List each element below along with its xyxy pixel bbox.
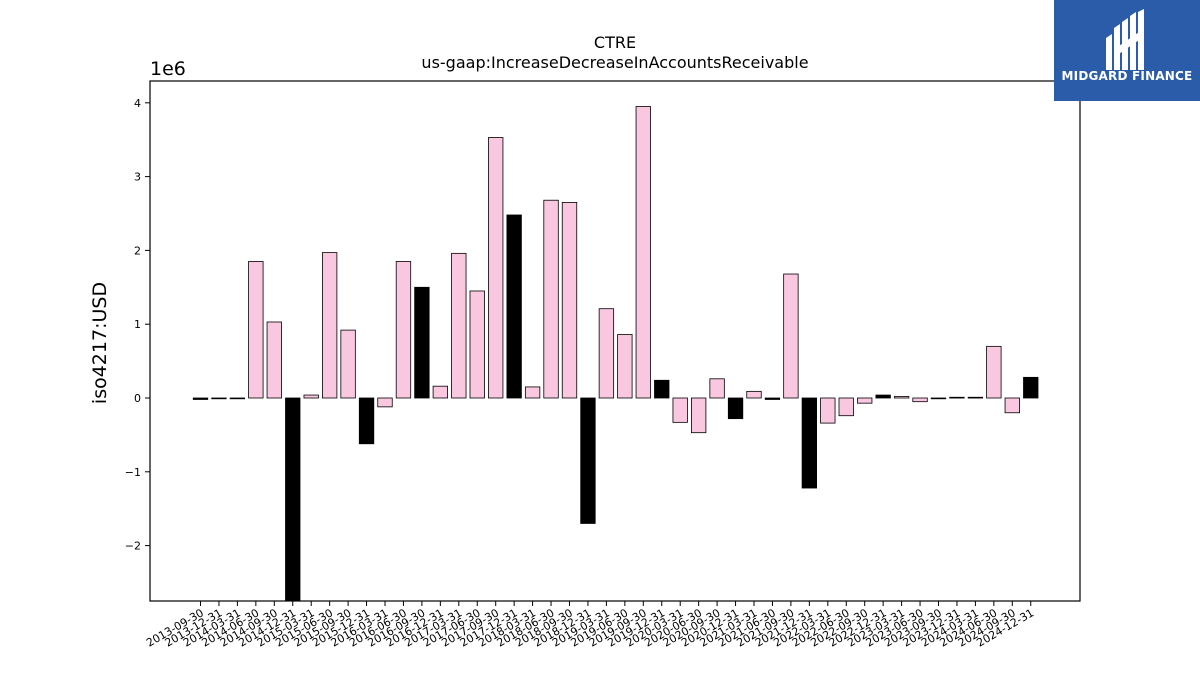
bar-2020-06-30 xyxy=(691,397,707,434)
bars-group xyxy=(192,106,1039,602)
y-tick-label: 4 xyxy=(134,97,141,110)
bar-2020-09-30 xyxy=(709,378,725,399)
bar-2022-12-31 xyxy=(875,394,891,399)
y-multiplier-label: 1e6 xyxy=(150,58,186,80)
brand-name: MIDGARD FINANCE xyxy=(1061,69,1193,83)
bar-2014-03-31 xyxy=(229,397,246,400)
bar-2016-12-31 xyxy=(432,385,449,399)
bar-2019-12-31 xyxy=(654,379,670,399)
bar-2022-03-31 xyxy=(820,397,836,424)
bar-2021-06-30 xyxy=(764,397,781,400)
y-tick-label: 2 xyxy=(134,244,141,257)
midgard-m-icon xyxy=(1106,9,1144,70)
bar-2024-09-30 xyxy=(1004,397,1020,414)
bar-2024-03-31 xyxy=(967,396,984,399)
bar-2015-09-30 xyxy=(340,329,356,399)
bar-2016-03-31 xyxy=(377,397,393,408)
bar-2021-12-31 xyxy=(801,397,817,489)
bar-2016-09-30 xyxy=(414,286,430,399)
bar-2023-06-30 xyxy=(912,397,928,403)
bar-2017-03-31 xyxy=(451,252,467,399)
bar-2024-12-31 xyxy=(1023,376,1039,399)
chart-subtitle: us-gaap:IncreaseDecreaseInAccountsReceiv… xyxy=(421,53,808,72)
bar-2019-03-31 xyxy=(598,308,615,399)
bar-2023-09-30 xyxy=(930,397,947,400)
bar-2024-06-30 xyxy=(986,345,1002,399)
y-axis-label: iso4217:USD xyxy=(89,282,111,404)
bar-2023-12-31 xyxy=(949,396,965,399)
bar-2022-09-30 xyxy=(857,397,873,404)
bar-2015-06-30 xyxy=(321,252,338,399)
bar-2021-09-30 xyxy=(783,273,799,399)
bar-2015-12-31 xyxy=(358,397,375,445)
plot-frame xyxy=(149,80,1081,602)
bar-2019-09-30 xyxy=(635,106,651,399)
chart-title: CTRE xyxy=(594,33,636,52)
bar-2014-06-30 xyxy=(248,261,264,399)
bar-2018-12-31 xyxy=(580,397,596,524)
bar-2015-03-31 xyxy=(303,394,319,399)
bar-2017-09-30 xyxy=(488,137,504,399)
bar-2018-06-30 xyxy=(543,199,559,399)
y-tick-label: −2 xyxy=(125,540,141,553)
bar-2017-06-30 xyxy=(469,290,485,399)
bar-2013-09-30 xyxy=(192,397,209,400)
bar-2019-06-30 xyxy=(617,334,633,399)
bar-2017-12-31 xyxy=(506,214,522,399)
bar-2018-09-30 xyxy=(561,202,578,399)
bar-2014-09-30 xyxy=(266,321,282,399)
y-tick-label: 1 xyxy=(134,318,141,331)
brand-logo: MIDGARD FINANCE xyxy=(1054,0,1200,101)
bar-2013-12-31 xyxy=(211,397,227,400)
x-ticks-group: 2013-09-302013-12-312014-03-312014-06-30… xyxy=(144,601,1036,650)
bar-2014-12-31 xyxy=(285,397,301,602)
bar-2023-03-31 xyxy=(893,396,910,399)
y-tick-label: −1 xyxy=(125,466,141,479)
y-tick-label: 0 xyxy=(134,392,141,405)
y-ticks-group: −2 −1 0 1 2 3 4 xyxy=(125,97,150,553)
bar-2018-03-31 xyxy=(524,386,541,399)
bar-2021-03-31 xyxy=(746,390,762,399)
bar-2022-06-30 xyxy=(838,397,854,417)
bar-2020-12-31 xyxy=(727,397,744,420)
bar-2020-03-31 xyxy=(672,397,688,423)
y-tick-label: 3 xyxy=(134,171,141,184)
bar-2016-06-30 xyxy=(395,261,412,399)
